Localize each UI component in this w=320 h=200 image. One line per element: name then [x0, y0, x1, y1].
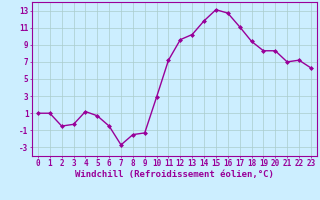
X-axis label: Windchill (Refroidissement éolien,°C): Windchill (Refroidissement éolien,°C) [75, 170, 274, 179]
